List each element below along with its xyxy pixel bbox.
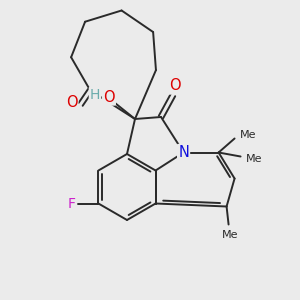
Text: O: O [66,95,77,110]
Text: Me: Me [246,154,263,164]
Text: Me: Me [240,130,257,140]
Text: F: F [68,196,75,211]
Text: O: O [103,89,115,104]
Text: Me: Me [222,230,239,239]
Text: N: N [178,145,189,160]
Text: H: H [90,88,100,102]
Text: O: O [169,79,181,94]
